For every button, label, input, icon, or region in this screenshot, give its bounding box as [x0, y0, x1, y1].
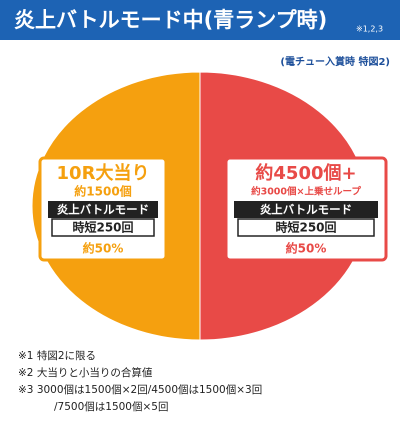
jitan-box	[237, 218, 375, 237]
labels: 10R大当り約1500個炎上バトルモード時短250回約50%約4500個+約30…	[38, 156, 388, 262]
footnotes: ※1 特図2に限る ※2 大当りと小当りの合算値 ※3 3000個は1500個×2回…	[18, 350, 262, 413]
footnote: ※2 大当りと小当りの合算値	[18, 366, 153, 379]
title-note: ※1,2,3	[356, 25, 383, 34]
value-label: 約50%	[286, 241, 327, 256]
category-label: 10R大当り	[57, 162, 150, 184]
footnote: /7500個は1500個×5回	[54, 400, 168, 413]
mode-label: 炎上バトルモード	[260, 203, 352, 217]
chart-title: 炎上バトルモード中(青ランプ時)	[14, 8, 327, 32]
footnote: ※1 特図2に限る	[18, 350, 96, 362]
footnote: ※3 3000個は1500個×2回/4500個は1500個×3回	[18, 383, 262, 396]
chart-subtitle: (電チュー入賞時 特図2)	[280, 55, 390, 68]
detail-label: 約1500個	[74, 184, 131, 199]
jitan-box	[51, 218, 155, 237]
category-label: 約4500個+	[255, 162, 356, 184]
mode-bar	[234, 201, 378, 218]
title-bar	[0, 0, 400, 40]
mode-bar	[48, 201, 158, 218]
detail-label: 約3000個×上乗せループ	[251, 186, 361, 198]
jitan-label: 時短250回	[275, 220, 336, 235]
jitan-label: 時短250回	[72, 220, 133, 235]
mode-label: 炎上バトルモード	[57, 203, 149, 217]
value-label: 約50%	[83, 241, 124, 256]
